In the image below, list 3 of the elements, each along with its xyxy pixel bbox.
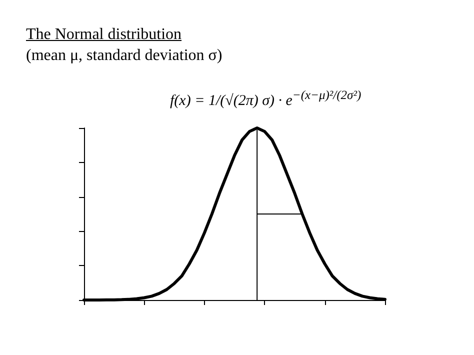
- chart-subtitle: (mean μ, standard deviation σ): [26, 47, 222, 65]
- chart-title: The Normal distribution: [26, 26, 182, 44]
- text: f(x) = 1/(√(2π) σ) · e$^{−(x−μ)²/(2σ²)}$: [170, 88, 362, 110]
